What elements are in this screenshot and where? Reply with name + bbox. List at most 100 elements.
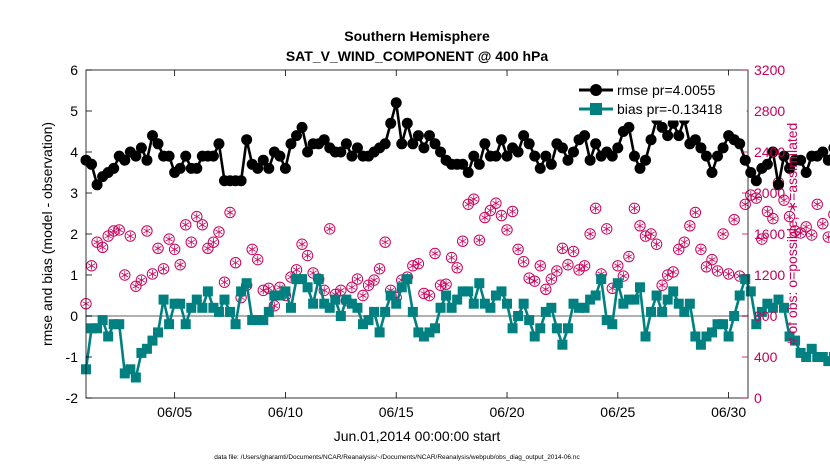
rmse-point <box>568 147 579 158</box>
rmse-point <box>280 163 291 174</box>
rmse-point <box>274 151 285 162</box>
x-axis-label: Jun.01,2014 00:00:00 start <box>334 428 501 444</box>
rmse-point <box>646 134 657 145</box>
x-tick-label: 06/10 <box>268 404 303 420</box>
obs-count-point <box>480 212 490 222</box>
obs-count-point <box>197 220 207 230</box>
bias-point <box>164 319 174 329</box>
rmse-point <box>623 122 634 133</box>
rmse-point <box>524 138 535 149</box>
obs-count-point <box>696 244 706 254</box>
rmse-point <box>180 151 191 162</box>
bias-point <box>303 282 313 292</box>
obs-count-point <box>358 290 368 300</box>
obs-count-point <box>336 285 346 295</box>
obs-count-point <box>585 229 595 239</box>
rmse-point <box>141 155 152 166</box>
obs-count-point <box>718 229 728 239</box>
obs-count-point <box>214 227 224 237</box>
rmse-point <box>529 151 540 162</box>
obs-count-point <box>541 284 551 294</box>
left-tick-label: -2 <box>66 390 79 406</box>
bias-point <box>114 319 124 329</box>
bias-point <box>513 311 523 321</box>
bias-point <box>552 323 562 333</box>
rmse-point <box>640 155 651 166</box>
rmse-point <box>513 147 524 158</box>
left-tick-label: 0 <box>70 308 78 324</box>
rmse-point <box>590 138 601 149</box>
bias-point <box>508 323 518 333</box>
bias-series <box>81 274 830 395</box>
obs-count-point <box>729 214 739 224</box>
bias-point <box>629 295 639 305</box>
left-tick-label: 2 <box>70 226 78 242</box>
bias-point <box>408 307 418 317</box>
bias-point <box>380 307 390 317</box>
obs-count-point <box>430 248 440 258</box>
rmse-point <box>380 138 391 149</box>
obs-count-point <box>452 263 462 273</box>
left-tick-label: 3 <box>70 185 78 201</box>
right-tick-label: 2800 <box>754 103 785 119</box>
rmse-point <box>153 138 164 149</box>
obs-count-point <box>208 237 218 247</box>
obs-count-point <box>679 237 689 247</box>
obs-count-point <box>419 288 429 298</box>
obs-count-point <box>646 229 656 239</box>
rmse-point <box>164 151 175 162</box>
obs-count-point <box>413 259 423 269</box>
bias-point <box>668 286 678 296</box>
rmse-point <box>208 151 219 162</box>
bias-point <box>203 286 213 296</box>
legend-rmse-label: rmse pr=4.0055 <box>617 82 716 98</box>
rmse-point <box>136 142 147 153</box>
legend: rmse pr=4.0055 bias pr=-0.13418 <box>573 76 746 120</box>
bias-point <box>546 303 556 313</box>
rmse-point <box>402 118 413 129</box>
obs-count-point <box>247 244 257 254</box>
chart-subtitle: SAT_V_WIND_COMPONENT @ 400 hPa <box>286 48 549 64</box>
obs-count-point <box>491 198 501 208</box>
obs-count-point <box>446 252 456 262</box>
bias-point <box>352 303 362 313</box>
obs-count-point <box>203 243 213 253</box>
obs-count-point <box>768 213 778 223</box>
chart-title: Southern Hemisphere <box>344 28 490 44</box>
obs-count-point <box>258 285 268 295</box>
bias-point <box>557 340 567 350</box>
obs-count-point <box>624 251 634 261</box>
rmse-point <box>701 151 712 162</box>
bias-point <box>98 315 108 325</box>
obs-count-point <box>175 260 185 270</box>
bias-point <box>646 307 656 317</box>
rmse-point <box>391 97 402 108</box>
obs-count-point <box>657 280 667 290</box>
obs-count-point <box>507 206 517 216</box>
bias-point <box>308 299 318 309</box>
obs-count-point <box>651 239 661 249</box>
bias-point <box>153 327 163 337</box>
bias-point <box>225 307 235 317</box>
obs-count-point <box>807 230 817 240</box>
data-file-footnote: data file: /Users/gharamti/Documents/NCA… <box>214 454 580 461</box>
right-tick-label: 3200 <box>754 62 785 78</box>
bias-point <box>214 307 224 317</box>
rmse-point <box>706 167 717 178</box>
obs-count-point <box>674 244 684 254</box>
rmse-point <box>297 122 308 133</box>
obs-count-point <box>818 219 828 229</box>
bias-point <box>474 278 484 288</box>
rmse-point <box>474 159 485 170</box>
rmse-point <box>479 138 490 149</box>
bias-point <box>159 295 169 305</box>
rmse-point <box>236 175 247 186</box>
obs-count-point <box>668 267 678 277</box>
obs-count-point <box>374 264 384 274</box>
bias-point <box>330 295 340 305</box>
obs-count-point <box>458 236 468 246</box>
obs-count-point <box>253 254 263 264</box>
bias-point <box>724 332 734 342</box>
bias-point <box>591 291 601 301</box>
rmse-point <box>396 138 407 149</box>
